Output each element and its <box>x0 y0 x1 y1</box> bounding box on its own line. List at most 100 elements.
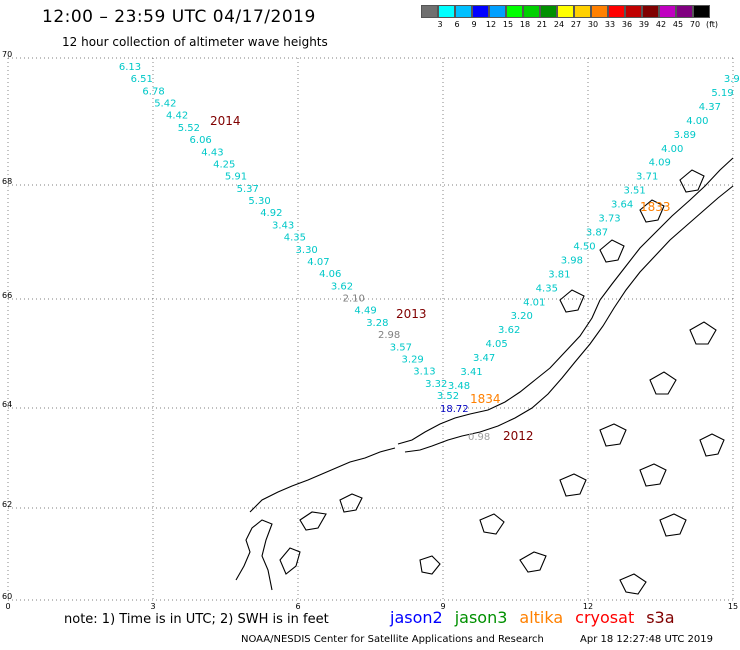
track-1833-value: 3.20 <box>511 311 533 322</box>
track-2014-value: 3.43 <box>272 220 294 231</box>
track-2014-value: 3.29 <box>402 354 424 365</box>
y-tick-label: 70 <box>2 50 12 59</box>
footer-timestamp: Apr 18 12:27:48 UTC 2019 <box>580 634 713 645</box>
coastline-segment <box>679 169 705 193</box>
track-1833-pass-label: 1833 <box>640 200 671 214</box>
scale-label: (ft) <box>705 20 719 29</box>
scale-swatch <box>557 5 574 18</box>
coastline-segment <box>419 555 441 575</box>
track-1833-value: 3.64 <box>611 200 633 211</box>
coastline-segment <box>599 239 625 263</box>
scale-label: 24 <box>553 20 565 29</box>
wave-height-color-scale: 3 6 9 12 15 18 21 24 27 30 33 36 39 42 45 70 (ft) <box>421 5 718 30</box>
scale-label: 45 <box>672 20 684 29</box>
coastline-segment <box>599 423 627 447</box>
track-2014-value: 4.25 <box>213 159 235 170</box>
track-1833-value: 4.00 <box>661 144 683 155</box>
track-2014-value: 6.51 <box>131 74 153 85</box>
scale-label: 30 <box>587 20 599 29</box>
scale-label: 33 <box>604 20 616 29</box>
scale-label: 9 <box>471 20 477 29</box>
track-2014-value: 3.62 <box>331 281 353 292</box>
scale-swatch <box>455 5 472 18</box>
coastline-segment <box>235 519 273 591</box>
track-1833-value: 3.87 <box>586 228 608 239</box>
track-2014-value: 4.35 <box>284 233 306 244</box>
map-subtitle: 12 hour collection of altimeter wave hei… <box>62 35 328 49</box>
y-tick-label: 68 <box>2 177 12 186</box>
footer-credit: NOAA/NESDIS Center for Satellite Applica… <box>241 634 544 645</box>
scale-swatch <box>523 5 540 18</box>
scale-swatch <box>472 5 489 18</box>
track-1833-value: 3.93 <box>724 74 740 85</box>
satellite-legend-jason2: jason2 <box>390 608 443 627</box>
track-2014-value: 3.30 <box>296 245 318 256</box>
track-1833-value: 5.19 <box>711 88 733 99</box>
track-1833-value: 3.62 <box>498 325 520 336</box>
track-1833-value: 3.98 <box>561 255 583 266</box>
coastline-segment <box>619 573 647 595</box>
track-2014-value: 3.13 <box>413 367 435 378</box>
track-2014-pass-label: 2014 <box>210 114 241 128</box>
coastline-segment <box>249 447 396 513</box>
track-1833-value: 4.00 <box>686 116 708 127</box>
scale-label: 6 <box>454 20 460 29</box>
scale-label: 18 <box>519 20 531 29</box>
y-tick-label: 66 <box>2 291 12 300</box>
track-2014-value: 3.52 <box>437 391 459 402</box>
coastline <box>235 157 734 595</box>
track-2014-value: 4.49 <box>354 306 376 317</box>
pass-label: 0.98 <box>468 432 490 443</box>
track-2014-value: 5.52 <box>178 123 200 134</box>
scale-swatch <box>676 5 693 18</box>
axis-tick-labels: 0 3 6 9 12 15 70 68 66 64 62 60 <box>2 50 738 611</box>
scale-label: 36 <box>621 20 633 29</box>
scale-label: 70 <box>689 20 701 29</box>
track-1833-value: 4.05 <box>486 339 508 350</box>
coastline-segment <box>559 289 585 313</box>
color-scale-swatches <box>421 5 710 18</box>
scale-label: 15 <box>502 20 514 29</box>
y-tick-label: 60 <box>2 592 12 601</box>
map-grid <box>7 57 734 601</box>
scale-label: 3 <box>437 20 443 29</box>
footer-note: note: 1) Time is in UTC; 2) SWH is in fe… <box>64 612 329 627</box>
coastline-segment <box>339 493 363 513</box>
track-2014-value: 5.30 <box>248 196 270 207</box>
coastline-segment <box>299 511 327 531</box>
coastline-segment <box>649 371 677 395</box>
scale-swatch <box>659 5 676 18</box>
track-2014-value: 5.37 <box>237 184 259 195</box>
satellite-legend-altika: altika <box>519 608 564 627</box>
coastline-segment <box>699 433 725 457</box>
track-1833-value: 4.35 <box>536 283 558 294</box>
track-2014-value: 4.42 <box>166 111 188 122</box>
track-2014-value: 4.07 <box>307 257 329 268</box>
track-2014-value: 6.13 <box>119 62 141 73</box>
coastline-segment <box>639 463 667 487</box>
x-tick-label: 15 <box>728 602 738 611</box>
scale-swatch <box>489 5 506 18</box>
track-2014-value: 4.92 <box>260 208 282 219</box>
track-2014-value: 3.28 <box>366 318 388 329</box>
track-2014-value: 2.10 <box>343 294 365 305</box>
pass-label: 2013 <box>396 307 427 321</box>
coastline-segment <box>659 513 687 537</box>
track-1833-value: 4.37 <box>699 102 721 113</box>
scale-label: 27 <box>570 20 582 29</box>
coastline-segment <box>279 547 301 575</box>
scale-label: 39 <box>638 20 650 29</box>
track-2014-value: 2.98 <box>378 330 400 341</box>
coastline-segment <box>404 185 734 453</box>
track-1833-value: 3.71 <box>636 172 658 183</box>
track-2014-value: 4.43 <box>201 147 223 158</box>
track-1833-value: 3.47 <box>473 353 495 364</box>
satellite-legend-jason3: jason3 <box>454 608 508 627</box>
track-2014-value: 6.06 <box>190 135 212 146</box>
x-tick-label: 6 <box>295 602 300 611</box>
x-tick-label: 12 <box>583 602 593 611</box>
y-tick-label: 62 <box>2 500 12 509</box>
track-2014-value: 4.06 <box>319 269 341 280</box>
track-2014-value: 5.91 <box>225 172 247 183</box>
satellite-legend-cryosat: cryosat <box>575 608 635 627</box>
